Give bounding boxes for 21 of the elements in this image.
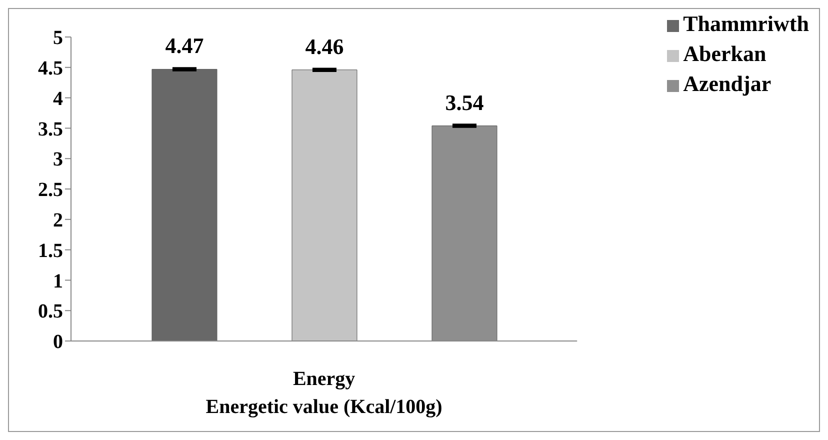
y-tick-label: 3.5 <box>38 118 63 140</box>
legend-label: Azendjar <box>683 71 772 96</box>
y-tick-label: 3 <box>53 148 63 171</box>
y-tick-label: 2.5 <box>38 179 63 202</box>
data-label: 3.54 <box>445 90 484 115</box>
y-tick-label: 4.5 <box>38 58 63 80</box>
y-tick-label: 1 <box>53 270 63 292</box>
y-tick-label: 0.5 <box>38 300 63 323</box>
data-label: 4.46 <box>305 34 344 59</box>
x-tick-label: Energy <box>292 368 356 390</box>
legend-label: Aberkan <box>683 41 766 66</box>
bar <box>152 68 218 341</box>
y-tick-label: 0 <box>53 331 63 354</box>
x-axis-title: Energetic value (Kcal/100g) <box>206 396 442 418</box>
y-tick-label: 5 <box>53 27 63 50</box>
bar <box>292 70 358 341</box>
data-label: 4.47 <box>165 33 204 58</box>
y-tick-label: 1.5 <box>38 240 63 262</box>
y-tick-label: 4 <box>53 88 63 110</box>
y-tick-label: 2 <box>53 210 63 232</box>
legend-label: Thammriwth <box>683 11 809 36</box>
